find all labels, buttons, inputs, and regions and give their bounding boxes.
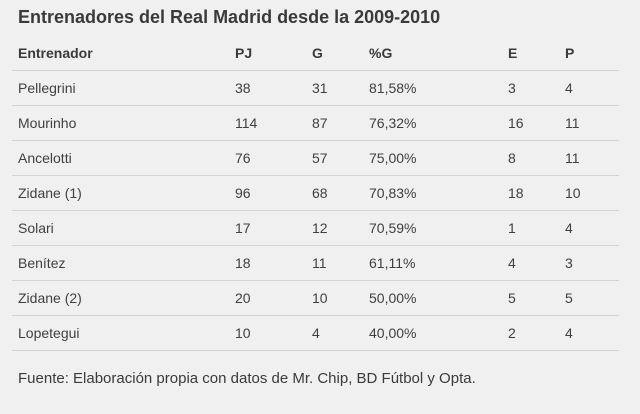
cell-pct-g: 75,00% xyxy=(363,140,502,176)
cell-pct-g: 61,11% xyxy=(363,245,502,281)
table-body: Pellegrini 38 31 81,58% 3 4 Mourinho 114… xyxy=(12,70,619,351)
header-row: Entrenador PJ G %G E P xyxy=(12,36,619,71)
cell-e: 2 xyxy=(502,315,559,351)
table-row: Benítez 18 11 61,11% 4 3 xyxy=(12,245,619,281)
cell-p: 4 xyxy=(559,315,619,351)
cell-p: 10 xyxy=(559,175,619,211)
table-header: Entrenador PJ G %G E P xyxy=(12,36,619,71)
cell-p: 4 xyxy=(559,70,619,106)
header-pj: PJ xyxy=(229,36,306,71)
cell-coach: Benítez xyxy=(12,245,229,281)
cell-coach: Pellegrini xyxy=(12,70,229,106)
header-g: G xyxy=(306,36,363,71)
cell-g: 31 xyxy=(306,70,363,106)
cell-p: 11 xyxy=(559,105,619,141)
cell-e: 18 xyxy=(502,175,559,211)
cell-pj: 114 xyxy=(229,105,306,141)
cell-coach: Lopetegui xyxy=(12,315,229,351)
cell-pj: 38 xyxy=(229,70,306,106)
cell-coach: Zidane (1) xyxy=(12,175,229,211)
table-row: Pellegrini 38 31 81,58% 3 4 xyxy=(12,70,619,106)
coaches-table-container: Entrenador PJ G %G E P Pellegrini 38 31 … xyxy=(12,36,619,351)
cell-coach: Mourinho xyxy=(12,105,229,141)
cell-pj: 18 xyxy=(229,245,306,281)
cell-e: 5 xyxy=(502,280,559,316)
cell-g: 57 xyxy=(306,140,363,176)
cell-e: 1 xyxy=(502,210,559,246)
header-pct-g: %G xyxy=(363,36,502,71)
table-row: Zidane (2) 20 10 50,00% 5 5 xyxy=(12,280,619,316)
header-p: P xyxy=(559,36,619,71)
cell-pct-g: 50,00% xyxy=(363,280,502,316)
cell-g: 10 xyxy=(306,280,363,316)
cell-pct-g: 70,59% xyxy=(363,210,502,246)
cell-pj: 17 xyxy=(229,210,306,246)
header-e: E xyxy=(502,36,559,71)
table-row: Zidane (1) 96 68 70,83% 18 10 xyxy=(12,175,619,211)
cell-p: 5 xyxy=(559,280,619,316)
cell-p: 4 xyxy=(559,210,619,246)
table-row: Lopetegui 10 4 40,00% 2 4 xyxy=(12,315,619,351)
cell-e: 4 xyxy=(502,245,559,281)
cell-pct-g: 76,32% xyxy=(363,105,502,141)
cell-pct-g: 40,00% xyxy=(363,315,502,351)
cell-p: 11 xyxy=(559,140,619,176)
cell-pj: 10 xyxy=(229,315,306,351)
source-note: Fuente: Elaboración propia con datos de … xyxy=(18,370,476,387)
cell-g: 87 xyxy=(306,105,363,141)
header-entrenador: Entrenador xyxy=(12,36,229,71)
cell-g: 4 xyxy=(306,315,363,351)
table-title: Entrenadores del Real Madrid desde la 20… xyxy=(18,7,441,27)
cell-g: 68 xyxy=(306,175,363,211)
table-row: Mourinho 114 87 76,32% 16 11 xyxy=(12,105,619,141)
table-row: Ancelotti 76 57 75,00% 8 11 xyxy=(12,140,619,176)
cell-p: 3 xyxy=(559,245,619,281)
cell-pct-g: 81,58% xyxy=(363,70,502,106)
cell-coach: Ancelotti xyxy=(12,140,229,176)
cell-pj: 96 xyxy=(229,175,306,211)
cell-g: 11 xyxy=(306,245,363,281)
cell-coach: Solari xyxy=(12,210,229,246)
cell-e: 3 xyxy=(502,70,559,106)
cell-e: 16 xyxy=(502,105,559,141)
coaches-table: Entrenador PJ G %G E P Pellegrini 38 31 … xyxy=(12,36,619,351)
cell-coach: Zidane (2) xyxy=(12,280,229,316)
cell-pct-g: 70,83% xyxy=(363,175,502,211)
cell-pj: 20 xyxy=(229,280,306,316)
cell-g: 12 xyxy=(306,210,363,246)
cell-e: 8 xyxy=(502,140,559,176)
cell-pj: 76 xyxy=(229,140,306,176)
table-row: Solari 17 12 70,59% 1 4 xyxy=(12,210,619,246)
